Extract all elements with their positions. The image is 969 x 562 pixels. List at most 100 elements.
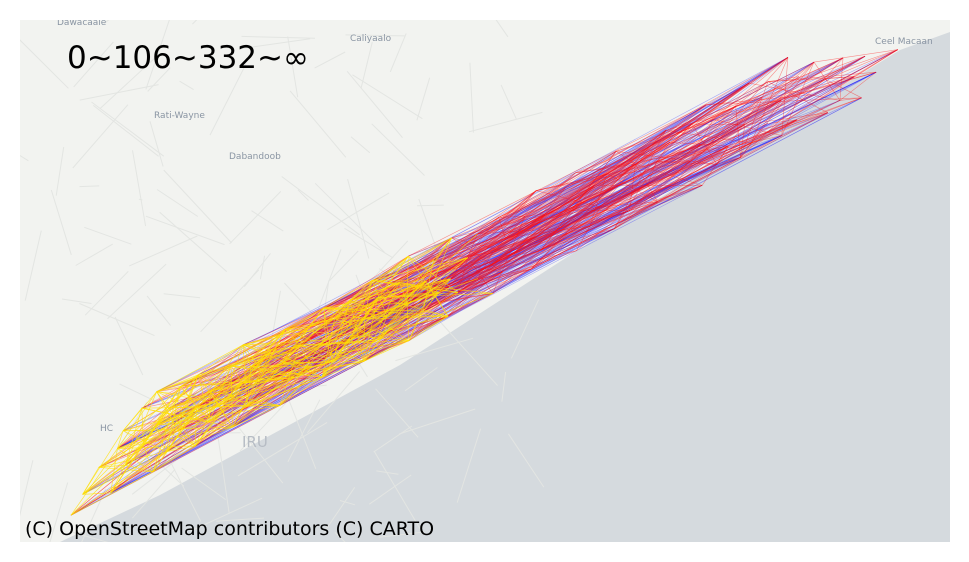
flow-line-mid <box>767 76 855 82</box>
flow-line-mid <box>477 160 691 235</box>
flow-line-mid <box>514 187 566 254</box>
flow-line-low <box>125 464 153 473</box>
flow-line-high <box>268 210 630 381</box>
flow-line-high <box>250 135 782 367</box>
flow-line-high <box>222 145 729 405</box>
flow-line-mid <box>635 163 703 186</box>
road-line <box>107 263 167 320</box>
flow-line-mid <box>349 173 608 301</box>
road-line <box>251 210 284 232</box>
flow-line-low <box>321 280 373 378</box>
flow-line-mid <box>740 61 815 158</box>
flow-line-low <box>143 445 154 473</box>
flow-line-mid <box>467 235 538 258</box>
flow-line-mid <box>651 105 736 146</box>
od-flow-lines <box>70 49 898 516</box>
flow-line-mid <box>690 119 714 162</box>
flow-line-mid <box>457 257 469 293</box>
flow-line-mid <box>450 82 750 280</box>
road-line <box>145 20 170 90</box>
road-line <box>149 121 164 167</box>
flow-line-low <box>376 293 493 341</box>
flow-line-mid <box>438 214 546 293</box>
flow-line-low <box>408 315 449 341</box>
flow-line-low <box>110 448 118 493</box>
flow-line-high <box>349 123 693 301</box>
flow-line-low <box>156 344 244 393</box>
flow-line-high <box>250 201 658 367</box>
flow-line-high <box>450 57 789 280</box>
road-line <box>146 295 171 326</box>
flow-line-mid <box>450 257 469 279</box>
flow-line-low <box>165 407 197 452</box>
flow-line-low <box>334 318 409 342</box>
flow-line-mid <box>477 57 789 235</box>
flow-line-mid <box>425 123 693 282</box>
flow-line-low <box>281 300 351 364</box>
road-line <box>242 38 311 49</box>
flow-line-mid <box>740 78 825 158</box>
flow-line-low <box>371 280 493 294</box>
flow-line-low <box>177 374 199 431</box>
flow-line-high <box>166 214 546 453</box>
flow-line-low <box>209 365 232 422</box>
flow-line-low <box>209 380 270 422</box>
flow-line-mid <box>540 151 617 251</box>
flow-line-mid <box>728 97 862 147</box>
flow-line-mid <box>656 161 717 165</box>
road-line <box>20 39 69 89</box>
flow-line-mid <box>706 97 862 105</box>
flow-line-low <box>242 329 286 384</box>
road-line <box>239 381 307 452</box>
map-canvas[interactable]: Dawacaale Caliyaalo Rati-Wayne Dabandoob… <box>20 20 950 542</box>
flow-line-mid <box>536 135 782 191</box>
flow-line-low <box>406 302 410 341</box>
flow-line-low <box>222 403 248 406</box>
road-line <box>61 298 92 304</box>
flow-line-high <box>232 55 866 428</box>
flow-line-high <box>408 57 789 341</box>
flow-line-low <box>323 280 373 309</box>
flow-line-mid <box>635 81 769 165</box>
flow-line-low <box>406 237 452 304</box>
flow-line-mid <box>514 151 617 254</box>
flow-line-high <box>363 157 741 362</box>
flow-line-mid <box>629 105 736 211</box>
road-line <box>287 36 299 98</box>
flow-line-high <box>242 96 763 346</box>
flow-line-mid <box>363 145 652 362</box>
flow-line-high <box>423 82 750 312</box>
flow-line-low <box>386 237 452 317</box>
flow-line-mid <box>438 145 729 293</box>
road-line <box>132 469 176 519</box>
flow-line-low <box>311 340 409 368</box>
flow-line-mid <box>545 100 782 216</box>
flow-line-high <box>433 76 855 260</box>
flow-line-low <box>195 366 252 447</box>
flow-line-mid <box>614 96 763 229</box>
flow-line-mid <box>425 186 616 282</box>
flow-line-high <box>308 81 769 328</box>
road-line <box>404 367 438 392</box>
road-line <box>20 460 34 517</box>
flow-line-mid <box>536 142 670 237</box>
flow-line-mid <box>536 184 648 237</box>
flow-line-mid <box>600 124 745 208</box>
flow-line-mid <box>750 100 841 144</box>
flow-line-low <box>82 430 124 495</box>
flow-line-mid <box>635 163 658 202</box>
flow-line-mid <box>839 97 862 101</box>
flow-line-mid <box>408 104 707 257</box>
flow-line-mid <box>647 161 657 185</box>
flow-line-low <box>209 390 211 422</box>
flow-line-high <box>530 55 866 270</box>
flow-line-mid <box>540 201 658 251</box>
flow-line-mid <box>492 57 789 254</box>
flow-line-mid <box>824 57 844 80</box>
road-line <box>373 451 422 532</box>
flow-line-mid <box>740 142 752 158</box>
flow-line-mid <box>536 160 691 191</box>
flow-line-low <box>363 291 439 362</box>
road-line <box>217 436 230 513</box>
flow-line-high <box>376 143 703 341</box>
